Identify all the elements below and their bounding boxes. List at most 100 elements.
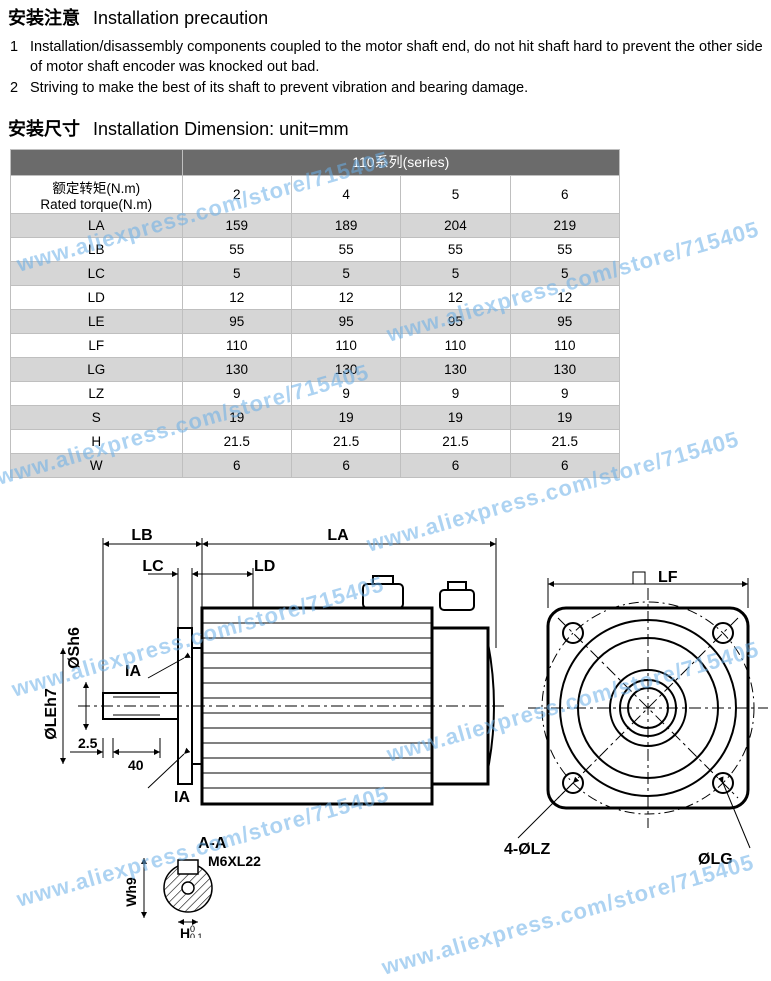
cell: 19 — [510, 405, 619, 429]
cell: 55 — [182, 237, 291, 261]
cell: 12 — [401, 285, 510, 309]
lbl-lf: LF — [658, 569, 678, 586]
cell: 110 — [401, 333, 510, 357]
cell: 21.5 — [510, 429, 619, 453]
row-label: H — [11, 429, 183, 453]
precaution-title-en: Installation precaution — [93, 8, 268, 28]
table-row: LG130130130130 — [11, 357, 620, 381]
cell: 9 — [401, 381, 510, 405]
row-label: W — [11, 453, 183, 477]
torque-col: 4 — [291, 175, 400, 213]
cell: 219 — [510, 213, 619, 237]
row-label: S — [11, 405, 183, 429]
table-corner — [11, 149, 183, 175]
table-row: LD12121212 — [11, 285, 620, 309]
svg-text:0.1: 0.1 — [190, 932, 203, 938]
table-row: LC5555 — [11, 261, 620, 285]
cell: 110 — [510, 333, 619, 357]
cell: 6 — [291, 453, 400, 477]
precaution-note: 2Striving to make the best of its shaft … — [8, 79, 763, 99]
cell: 55 — [510, 237, 619, 261]
cell: 110 — [291, 333, 400, 357]
table-row: LE95959595 — [11, 309, 620, 333]
table-row: LB55555555 — [11, 237, 620, 261]
row-label: LZ — [11, 381, 183, 405]
table-row: H21.521.521.521.5 — [11, 429, 620, 453]
cell: 12 — [182, 285, 291, 309]
cell: 12 — [291, 285, 400, 309]
torque-col: 6 — [510, 175, 619, 213]
motor-diagram: LB LA LC LD ØLEh7 ØSh6 2.5 40 IA IA — [8, 498, 758, 938]
cell: 159 — [182, 213, 291, 237]
cell: 19 — [182, 405, 291, 429]
table-row: LF110110110110 — [11, 333, 620, 357]
cell: 130 — [510, 357, 619, 381]
note-number: 1 — [8, 38, 30, 77]
rated-torque-header: 额定转矩(N.m)Rated torque(N.m) — [11, 175, 183, 213]
lbl-sh6: ØSh6 — [66, 627, 83, 669]
cell: 5 — [182, 261, 291, 285]
cell: 95 — [401, 309, 510, 333]
precaution-notes: 1Installation/disassembly components cou… — [8, 38, 763, 99]
lbl-lg: ØLG — [698, 851, 733, 868]
row-label: LC — [11, 261, 183, 285]
cell: 19 — [291, 405, 400, 429]
row-label: LF — [11, 333, 183, 357]
cell: 21.5 — [182, 429, 291, 453]
lbl-lc: LC — [142, 558, 164, 575]
table-row: LA159189204219 — [11, 213, 620, 237]
table-row: W6666 — [11, 453, 620, 477]
lbl-h01: H — [180, 925, 190, 938]
row-label: LG — [11, 357, 183, 381]
cell: 5 — [401, 261, 510, 285]
note-number: 2 — [8, 79, 30, 99]
torque-col: 2 — [182, 175, 291, 213]
cell: 6 — [182, 453, 291, 477]
lbl-la: LA — [327, 527, 349, 544]
cell: 9 — [510, 381, 619, 405]
cell: 204 — [401, 213, 510, 237]
dimension-title: 安装尺寸 Installation Dimension: unit=mm — [8, 115, 763, 141]
cell: 55 — [401, 237, 510, 261]
cell: 6 — [510, 453, 619, 477]
precaution-title: 安装注意 Installation precaution — [8, 4, 763, 30]
cell: 6 — [401, 453, 510, 477]
cell: 95 — [291, 309, 400, 333]
table-row: S19191919 — [11, 405, 620, 429]
table-row: LZ9999 — [11, 381, 620, 405]
cell: 55 — [291, 237, 400, 261]
lbl-leh7: ØLEh7 — [43, 688, 60, 740]
precaution-title-cn: 安装注意 — [8, 8, 80, 28]
cell: 5 — [510, 261, 619, 285]
lbl-ld: LD — [254, 558, 275, 575]
cell: 130 — [291, 357, 400, 381]
lbl-25: 2.5 — [78, 735, 98, 751]
row-label: LD — [11, 285, 183, 309]
cell: 21.5 — [291, 429, 400, 453]
lbl-ia2: IA — [174, 789, 190, 806]
cell: 130 — [401, 357, 510, 381]
lbl-ia1: IA — [125, 663, 141, 680]
note-text: Installation/disassembly components coup… — [30, 38, 763, 77]
dimension-title-cn: 安装尺寸 — [8, 119, 80, 139]
lbl-aa: A-A — [198, 835, 227, 852]
cell: 12 — [510, 285, 619, 309]
cell: 95 — [182, 309, 291, 333]
lbl-40: 40 — [128, 757, 144, 773]
precaution-note: 1Installation/disassembly components cou… — [8, 38, 763, 77]
cell: 189 — [291, 213, 400, 237]
lbl-lb: LB — [131, 527, 152, 544]
row-label: LE — [11, 309, 183, 333]
cell: 5 — [291, 261, 400, 285]
torque-col: 5 — [401, 175, 510, 213]
cell: 19 — [401, 405, 510, 429]
lbl-lz: 4-ØLZ — [504, 841, 550, 858]
cell: 130 — [182, 357, 291, 381]
lbl-m6: M6XL22 — [208, 853, 261, 869]
lbl-wh9: Wh9 — [123, 877, 139, 907]
note-text: Striving to make the best of its shaft t… — [30, 79, 763, 99]
cell: 9 — [291, 381, 400, 405]
cell: 21.5 — [401, 429, 510, 453]
cell: 95 — [510, 309, 619, 333]
row-label: LA — [11, 213, 183, 237]
